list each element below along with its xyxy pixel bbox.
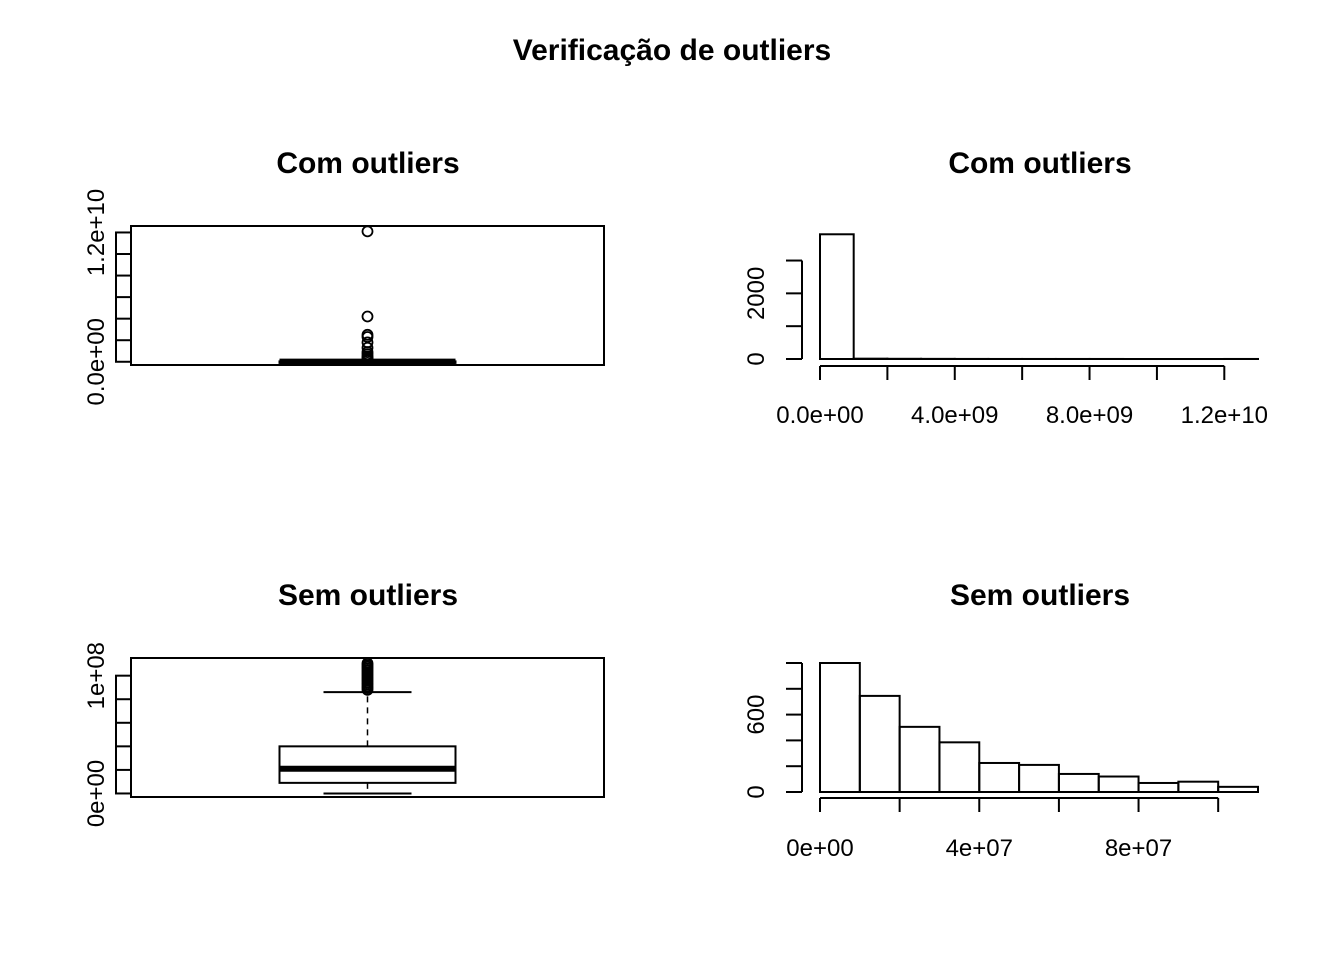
histogram-bar [938,741,981,794]
box [278,745,457,784]
panel-title: Com outliers [276,147,459,180]
panel-title: Com outliers [948,147,1131,180]
histogram-bar [1137,781,1180,793]
figure-title: Verificação de outliers [513,34,831,67]
histogram-bar [819,662,861,793]
panel-histogram-with-outliers: Com outliers 0.0e+00 4.0e+09 8.0e+09 1.2e+1… [743,147,1268,429]
y-tick-label: 600 [743,695,770,735]
histogram-bar [1097,775,1140,794]
y-tick-label: 0.0e+00 [83,318,110,405]
y-tick-label: 0 [743,785,770,798]
histogram-bar [978,761,1021,793]
x-tick-label: 0e+00 [786,835,853,862]
histogram-bar [1177,780,1220,793]
histogram-bar [1057,772,1100,794]
outlier-point [361,657,374,670]
x-tick-label: 0.0e+00 [776,402,863,429]
panel-title: Sem outliers [278,579,458,612]
histogram-bar [858,694,901,794]
panel-boxplot-without-outliers: Sem outliers 0e+00 1e+08 [83,579,605,827]
x-tick-label: 1.2e+10 [1181,402,1268,429]
x-tick-label: 4.0e+09 [911,402,998,429]
y-tick-label: 0e+00 [83,760,110,827]
y-tick-label: 0 [743,352,770,365]
histogram-bar [819,233,855,361]
histogram-bar [898,725,941,793]
histogram-bar [1217,785,1259,794]
x-tick-label: 8.0e+09 [1046,402,1133,429]
panel-boxplot-with-outliers: Com outliers 0.0e+00 1.2e+10 [83,147,605,405]
panel-histogram-without-outliers: Sem outliers 0e+00 4e+07 8e+07 0 600 [743,579,1259,862]
outlier-point [361,225,374,238]
y-tick-label: 1.2e+10 [83,189,110,276]
x-tick-label: 4e+07 [946,835,1013,862]
panel-title: Sem outliers [950,579,1130,612]
outlier-point [361,354,374,367]
histogram-bar [1018,763,1060,793]
y-tick-label: 2000 [743,267,770,320]
outlier-point [361,310,374,323]
x-tick-label: 8e+07 [1105,835,1172,862]
y-tick-label: 1e+08 [83,642,110,709]
plot-frame [130,225,605,366]
